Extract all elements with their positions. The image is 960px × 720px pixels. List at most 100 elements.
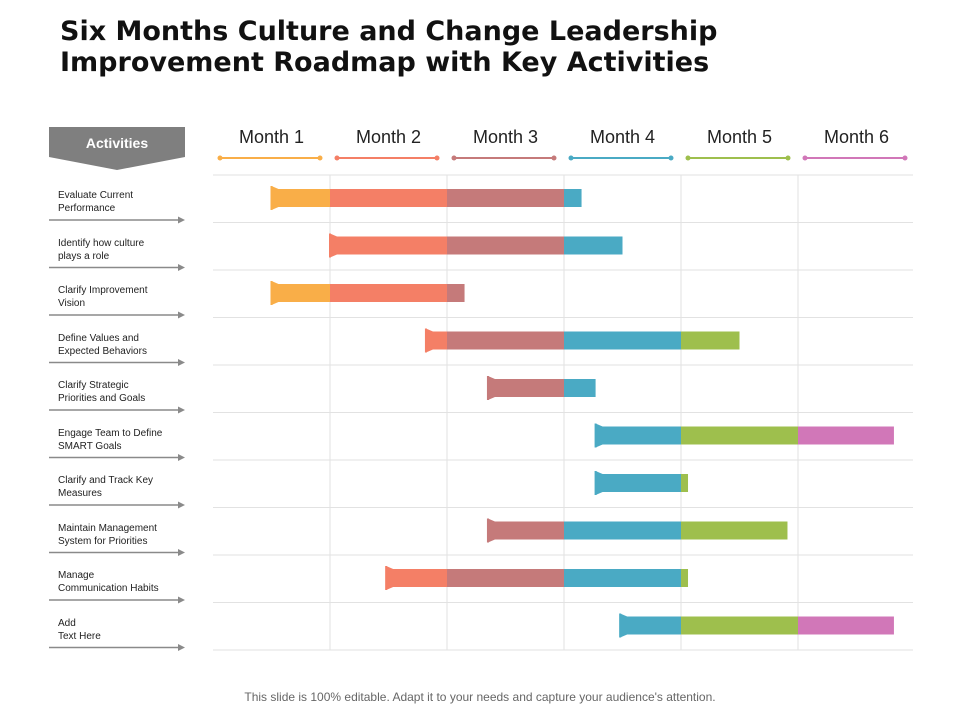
gantt-bar-cap-notch — [271, 281, 279, 284]
month-label: Month 6 — [823, 127, 890, 147]
gantt-bar-segment — [447, 284, 465, 302]
gantt-bar-cap-notch — [386, 566, 394, 569]
footer-note: This slide is 100% editable. Adapt it to… — [244, 690, 716, 704]
gantt-bar-start-cap — [594, 423, 597, 448]
gantt-bar-cap-notch — [271, 186, 279, 189]
gantt-bar-cap-notch — [620, 613, 628, 617]
gantt-bar-cap-notch — [487, 397, 495, 400]
gantt-bar-segment — [330, 189, 447, 207]
month-label: Month 1 — [238, 127, 305, 147]
activity-label: Evaluate Current Performance — [58, 190, 134, 214]
month-label: Month 2 — [355, 127, 422, 147]
gantt-bar-segment — [425, 331, 447, 350]
activity-arrowhead — [178, 311, 185, 319]
month-line-dot — [317, 155, 323, 161]
activity-arrowhead — [178, 264, 185, 271]
gantt-bar-segment — [595, 474, 681, 492]
gantt-bar-segment — [620, 616, 681, 635]
gantt-bar-segment — [564, 521, 681, 540]
month-label: Month 5 — [706, 127, 773, 147]
gantt-bar-segment — [447, 569, 564, 587]
gantt-bar-segment — [564, 331, 681, 350]
gantt-bar-start-cap — [486, 518, 489, 543]
month-line-dot — [551, 155, 557, 161]
activity-arrowhead — [178, 216, 185, 224]
activity-arrowhead — [178, 454, 185, 461]
activity-label: Engage Team to Define SMART Goals — [58, 427, 163, 452]
gantt-bar-segment — [487, 379, 564, 397]
gantt-bar-cap-notch — [595, 471, 603, 474]
activity-arrowhead — [178, 359, 185, 366]
gantt-bar-segment — [330, 236, 447, 255]
gantt-bar-cap-notch — [330, 233, 337, 237]
gantt-bar-cap-notch — [595, 444, 603, 448]
gantt-bar-cap-notch — [487, 539, 495, 543]
gantt-bar-cap-notch — [620, 634, 628, 638]
activity-label: Clarify Improvement Vision — [58, 285, 148, 309]
gantt-bar-segment — [564, 569, 681, 587]
gantt-bar-cap-notch — [487, 518, 495, 522]
gantt-bar-cap-notch — [271, 302, 279, 305]
gantt-bar-start-cap — [594, 471, 597, 495]
month-label: Month 3 — [472, 127, 539, 147]
gantt-bar-cap-notch — [487, 376, 495, 379]
activity-label: Maintain Management System for Priorities — [58, 522, 157, 547]
month-label: Month 4 — [589, 127, 656, 147]
activity-label: Manage Communication Habits — [58, 570, 159, 594]
gantt-bar-segment — [564, 379, 596, 397]
activity-arrowhead — [178, 596, 185, 604]
activities-header: Activities — [49, 127, 185, 170]
activity-arrowhead — [178, 406, 185, 414]
gantt-bar-segment — [447, 331, 564, 350]
activity-arrowhead — [178, 501, 185, 509]
gantt-bar-start-cap — [329, 233, 331, 258]
gantt-bar-segment — [681, 331, 740, 350]
month-line-dot — [802, 155, 808, 161]
activity-label: Clarify Strategic Priorities and Goals — [58, 380, 146, 404]
page-title: Six Months Culture and Change Leadership… — [60, 16, 718, 78]
gantt-bar-segment — [564, 189, 582, 207]
activity-arrowhead — [178, 549, 185, 556]
month-line-dot — [785, 155, 791, 161]
gantt-bar-segment — [447, 236, 564, 255]
gantt-bar-segment — [681, 426, 798, 445]
gantt-bar-cap-notch — [595, 492, 603, 495]
activity-label: Define Values and Expected Behaviors — [58, 332, 147, 357]
month-line-dot — [434, 155, 440, 161]
month-line-dot — [685, 155, 691, 161]
gantt-bar-segment — [487, 521, 564, 540]
activity-arrowhead — [178, 644, 185, 651]
gantt-bar-segment — [386, 569, 447, 587]
gantt-bar-start-cap — [270, 281, 273, 305]
gantt-bar-cap-notch — [271, 207, 279, 210]
gantt-bar-start-cap — [486, 376, 489, 400]
gantt-bar-segment — [681, 474, 689, 492]
month-line-dot — [668, 155, 674, 161]
gantt-bar-cap-notch — [386, 587, 394, 590]
month-line-dot — [902, 155, 908, 161]
gantt-bar-segment — [447, 189, 564, 207]
gantt-bar-start-cap — [385, 566, 388, 590]
month-line-dot — [334, 155, 340, 161]
gantt-bar-segment — [798, 616, 894, 635]
month-line-dot — [568, 155, 574, 161]
month-line-dot — [451, 155, 457, 161]
gantt-bar-segment — [271, 284, 330, 302]
gantt-bar-start-cap — [270, 186, 273, 210]
gantt-bar-segment — [271, 189, 330, 207]
gantt-bar-segment — [330, 284, 447, 302]
gantt-bar-segment — [595, 426, 681, 445]
gantt-bar-segment — [681, 569, 689, 587]
gantt-bar-segment — [564, 236, 623, 255]
gantt-bar-segment — [681, 521, 788, 540]
gantt-bar-cap-notch — [595, 423, 603, 427]
gantt-bar-start-cap — [619, 613, 622, 638]
gantt-bar-cap-notch — [425, 328, 433, 332]
activities-header-shape — [49, 127, 185, 170]
month-line-dot — [217, 155, 223, 161]
gantt-bar-start-cap — [424, 328, 427, 353]
gantt-bar-segment — [798, 426, 894, 445]
gantt-bar-cap-notch — [330, 254, 337, 258]
activities-header-label: Activities — [85, 135, 149, 151]
